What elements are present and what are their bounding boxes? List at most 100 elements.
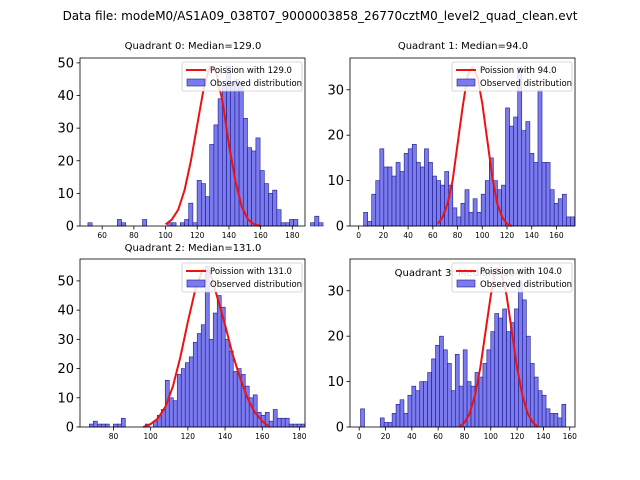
x-tick-label: 140 bbox=[525, 231, 540, 240]
y-tick-label: 20 bbox=[327, 129, 344, 144]
histogram-bar bbox=[395, 403, 401, 428]
legend-bars-label: Observed distribution bbox=[210, 79, 302, 89]
histogram-bar bbox=[486, 349, 492, 428]
x-tick-label: 120 bbox=[500, 231, 515, 240]
histogram-bar bbox=[498, 317, 503, 428]
histogram-bar bbox=[205, 196, 210, 227]
histogram-bar bbox=[116, 423, 122, 428]
x-tick-label: 0 bbox=[357, 432, 362, 441]
histogram-bar bbox=[509, 125, 514, 227]
x-tick-label: 40 bbox=[407, 432, 417, 441]
histogram-bar bbox=[407, 148, 413, 227]
plot-area-quadrant-1: 0 10 20 30 0 20 40 60 80 100 120 140 160 bbox=[327, 57, 576, 240]
histogram-bar bbox=[403, 413, 409, 428]
histogram-bar bbox=[395, 162, 401, 227]
histogram-bar bbox=[545, 162, 551, 227]
histogram-bar bbox=[232, 371, 238, 428]
y-tick-label: 40 bbox=[57, 304, 74, 319]
histogram-bar bbox=[541, 162, 547, 227]
histogram-bar bbox=[494, 313, 499, 428]
histogram-bar bbox=[216, 295, 222, 428]
histogram-bar bbox=[447, 363, 452, 428]
histogram-bar bbox=[272, 409, 278, 428]
histogram-bar bbox=[480, 193, 486, 227]
legend-quadrant-0: Poission with 129.0 Observed distributio… bbox=[181, 61, 303, 92]
histogram-bar bbox=[255, 137, 261, 227]
histogram-bar bbox=[251, 150, 257, 227]
histogram-bar bbox=[176, 374, 182, 428]
histogram-bar bbox=[513, 116, 518, 227]
x-tick-label: 0 bbox=[356, 231, 361, 240]
histogram-bar bbox=[284, 417, 290, 428]
histogram-bar bbox=[268, 193, 273, 227]
histogram-bar bbox=[505, 107, 510, 227]
histogram-bar bbox=[280, 417, 286, 428]
y-tick-label: 0 bbox=[66, 220, 74, 235]
y-tick-label: 0 bbox=[336, 421, 344, 436]
histogram-bar bbox=[478, 376, 484, 428]
x-tick-label: 20 bbox=[381, 432, 391, 441]
histogram-bar bbox=[557, 417, 563, 428]
histogram-bar bbox=[296, 423, 302, 428]
x-tick-label: 100 bbox=[484, 432, 499, 441]
histogram-bar bbox=[168, 397, 174, 428]
panel-quadrant-1: Quadrant 1: Median=94.0 0 10 20 30 0 20 40 60 80… bbox=[327, 41, 576, 240]
x-tick-label: 40 bbox=[403, 231, 413, 240]
histogram-bar bbox=[104, 423, 110, 428]
histogram-bar bbox=[432, 175, 437, 227]
histogram-bar bbox=[208, 339, 214, 428]
histogram-bar bbox=[472, 198, 478, 227]
x-tick-label: 160 bbox=[255, 432, 270, 441]
histogram-bar bbox=[188, 202, 194, 227]
histogram-bar bbox=[399, 171, 405, 227]
x-tick-label: 60 bbox=[433, 432, 443, 441]
x-tick-label: 60 bbox=[428, 231, 438, 240]
panel-quadrant-3: Quadrant 3: Median=104.0 010203002040608… bbox=[327, 258, 578, 441]
x-tick-label: 80 bbox=[453, 231, 463, 240]
y-tick-label: 20 bbox=[327, 330, 344, 345]
x-tick-label: 80 bbox=[109, 432, 119, 441]
plot-area-quadrant-2: 0 10 20 30 40 50 80 100 120 140 160 180 bbox=[57, 258, 307, 441]
histogram-bar bbox=[217, 98, 223, 227]
histogram-bar bbox=[407, 394, 413, 428]
x-tick-label: 120 bbox=[181, 432, 196, 441]
y-tick-label: 10 bbox=[327, 174, 344, 189]
histogram-bar bbox=[452, 207, 458, 227]
histogram-bar bbox=[490, 331, 496, 428]
y-tick-label: 50 bbox=[57, 274, 74, 289]
x-tick-label: 100 bbox=[158, 231, 173, 240]
histogram-bar bbox=[387, 166, 393, 227]
histogram-bar bbox=[391, 413, 397, 428]
histogram-bar bbox=[411, 385, 417, 428]
histogram-bar bbox=[541, 394, 547, 428]
x-tick-label: 140 bbox=[536, 432, 551, 441]
x-tick-label: 160 bbox=[563, 432, 578, 441]
x-tick-label: 120 bbox=[190, 231, 205, 240]
panel-title-quadrant-0: Quadrant 0: Median=129.0 bbox=[125, 41, 262, 52]
histogram-bar bbox=[276, 417, 282, 428]
x-tick-label: 80 bbox=[460, 432, 470, 441]
histogram-bar bbox=[383, 422, 389, 428]
histogram-bar bbox=[120, 417, 126, 428]
histogram-bar bbox=[96, 423, 102, 428]
histogram-bar bbox=[411, 143, 417, 227]
histogram-bar bbox=[142, 219, 148, 227]
histogram-bar bbox=[561, 403, 567, 428]
histogram-bar bbox=[462, 349, 468, 428]
histogram-bar bbox=[272, 189, 278, 227]
histogram-bar bbox=[570, 216, 575, 227]
x-tick-label: 100 bbox=[143, 432, 158, 441]
histogram-bar bbox=[172, 400, 178, 428]
histogram-bar bbox=[300, 423, 306, 428]
y-tick-label: 20 bbox=[57, 362, 74, 377]
histogram-bar bbox=[112, 423, 118, 428]
histogram-bar bbox=[456, 216, 462, 227]
histogram-bar bbox=[533, 162, 539, 227]
histogram-bar bbox=[367, 221, 372, 227]
legend-bar-swatch bbox=[456, 78, 476, 87]
histogram-bar bbox=[192, 222, 198, 227]
histogram-bar bbox=[184, 362, 190, 428]
legend-line-label: Poission with 94.0 bbox=[480, 66, 557, 76]
histogram-bar bbox=[482, 363, 488, 428]
